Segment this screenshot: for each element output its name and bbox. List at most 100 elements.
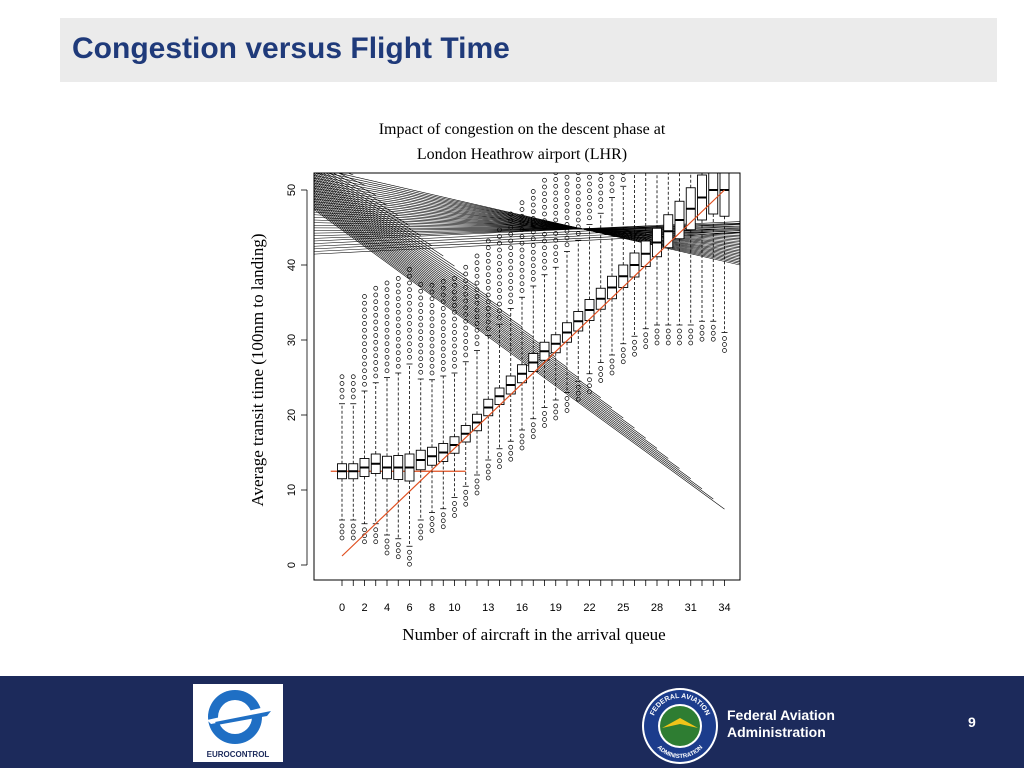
outlier-point: [485, 326, 491, 332]
outlier-point: [452, 309, 457, 315]
outlier-point: [677, 328, 682, 334]
outlier-point: [373, 373, 379, 379]
outlier-point: [508, 225, 514, 230]
outlier-point: [519, 220, 525, 226]
outlier-point: [508, 265, 514, 271]
outlier-point: [418, 315, 424, 321]
outlier-point: [452, 507, 457, 512]
outlier-point: [474, 273, 480, 279]
outlier-point: [542, 231, 547, 237]
outlier-point: [497, 281, 502, 287]
outlier-point: [508, 258, 514, 264]
outlier-point: [373, 299, 379, 305]
outlier-point: [609, 364, 615, 370]
outlier-point: [530, 236, 536, 242]
outlier-point: [564, 228, 570, 234]
outlier-point: [452, 513, 457, 518]
outlier-point: [553, 244, 559, 250]
outlier-point: [564, 215, 570, 221]
plot-area: [314, 162, 740, 567]
outlier-point: [395, 323, 401, 329]
outlier-point: [474, 334, 480, 340]
outlier-point: [542, 177, 547, 183]
outlier-point: [407, 273, 412, 279]
outlier-point: [429, 350, 435, 356]
outlier-point: [362, 368, 367, 374]
outlier-point: [665, 334, 671, 340]
outlier-point: [429, 357, 435, 362]
outlier-point: [429, 296, 435, 302]
outlier-point: [485, 252, 491, 257]
outlier-point: [632, 351, 637, 357]
outlier-point: [620, 359, 626, 365]
outlier-point: [407, 348, 412, 353]
fan-line: [314, 185, 545, 348]
x-tick-label: 16: [516, 602, 528, 614]
fit-line: [341, 189, 725, 557]
outlier-point: [575, 210, 581, 216]
fan-line: [314, 174, 466, 277]
outlier-point: [530, 229, 536, 235]
outlier-point: [688, 340, 694, 346]
fan-line: [314, 201, 669, 459]
outlier-point: [677, 334, 682, 340]
outlier-point: [362, 539, 367, 545]
outlier-point: [699, 336, 705, 342]
outlier-point: [530, 195, 536, 201]
outlier-point: [452, 336, 457, 342]
outlier-point: [575, 183, 581, 189]
outlier-point: [587, 195, 592, 200]
outlier-point: [553, 409, 559, 415]
outlier-point: [339, 394, 345, 400]
outlier-point: [373, 360, 379, 365]
outlier-point: [497, 254, 502, 260]
outlier-point: [710, 330, 716, 336]
outlier-point: [407, 354, 412, 360]
outlier-point: [452, 303, 457, 308]
outlier-point: [440, 333, 446, 338]
outlier-point: [418, 329, 424, 335]
outlier-point: [553, 217, 559, 223]
outlier-point: [564, 396, 570, 401]
outlier-point: [633, 162, 637, 166]
outlier-point: [508, 211, 514, 217]
outlier-point: [485, 299, 491, 305]
outlier-point: [407, 549, 412, 555]
outlier-point: [575, 190, 581, 196]
outlier-point: [407, 334, 412, 340]
outlier-point: [620, 353, 626, 359]
outlier-point: [440, 319, 446, 325]
outlier-point: [710, 324, 716, 330]
outlier-point: [350, 523, 356, 529]
outlier-point: [452, 330, 457, 335]
outlier-point: [429, 282, 435, 288]
outlier-point: [553, 258, 559, 263]
x-tick-label: 2: [361, 602, 367, 614]
outlier-point: [519, 213, 525, 219]
outlier-point: [609, 370, 615, 376]
outlier-point: [610, 169, 614, 173]
outlier-point: [598, 183, 604, 189]
outlier-point: [407, 555, 412, 561]
outlier-point: [508, 252, 514, 257]
plot-frame: [313, 172, 741, 581]
outlier-point: [553, 210, 559, 216]
outlier-point: [362, 381, 367, 387]
outlier-point: [530, 434, 536, 440]
outlier-point: [395, 548, 401, 554]
outlier-point: [373, 366, 379, 372]
x-tick-label: 19: [550, 602, 562, 614]
outlier-point: [452, 323, 457, 329]
outlier-point: [440, 312, 446, 318]
outlier-point: [542, 198, 547, 203]
x-axis: 0 2 4 6 8 10 13 16 19 22 25 28 31 34: [339, 580, 731, 614]
y-tick-label: 50: [286, 184, 298, 196]
outlier-point: [519, 439, 525, 445]
outlier-point: [395, 363, 401, 369]
outlier-point: [665, 340, 671, 346]
outlier-point: [530, 222, 536, 228]
outlier-point: [429, 370, 435, 376]
outlier-point: [384, 287, 390, 293]
outlier-point: [362, 348, 367, 353]
y-tick-label: 30: [286, 334, 298, 346]
